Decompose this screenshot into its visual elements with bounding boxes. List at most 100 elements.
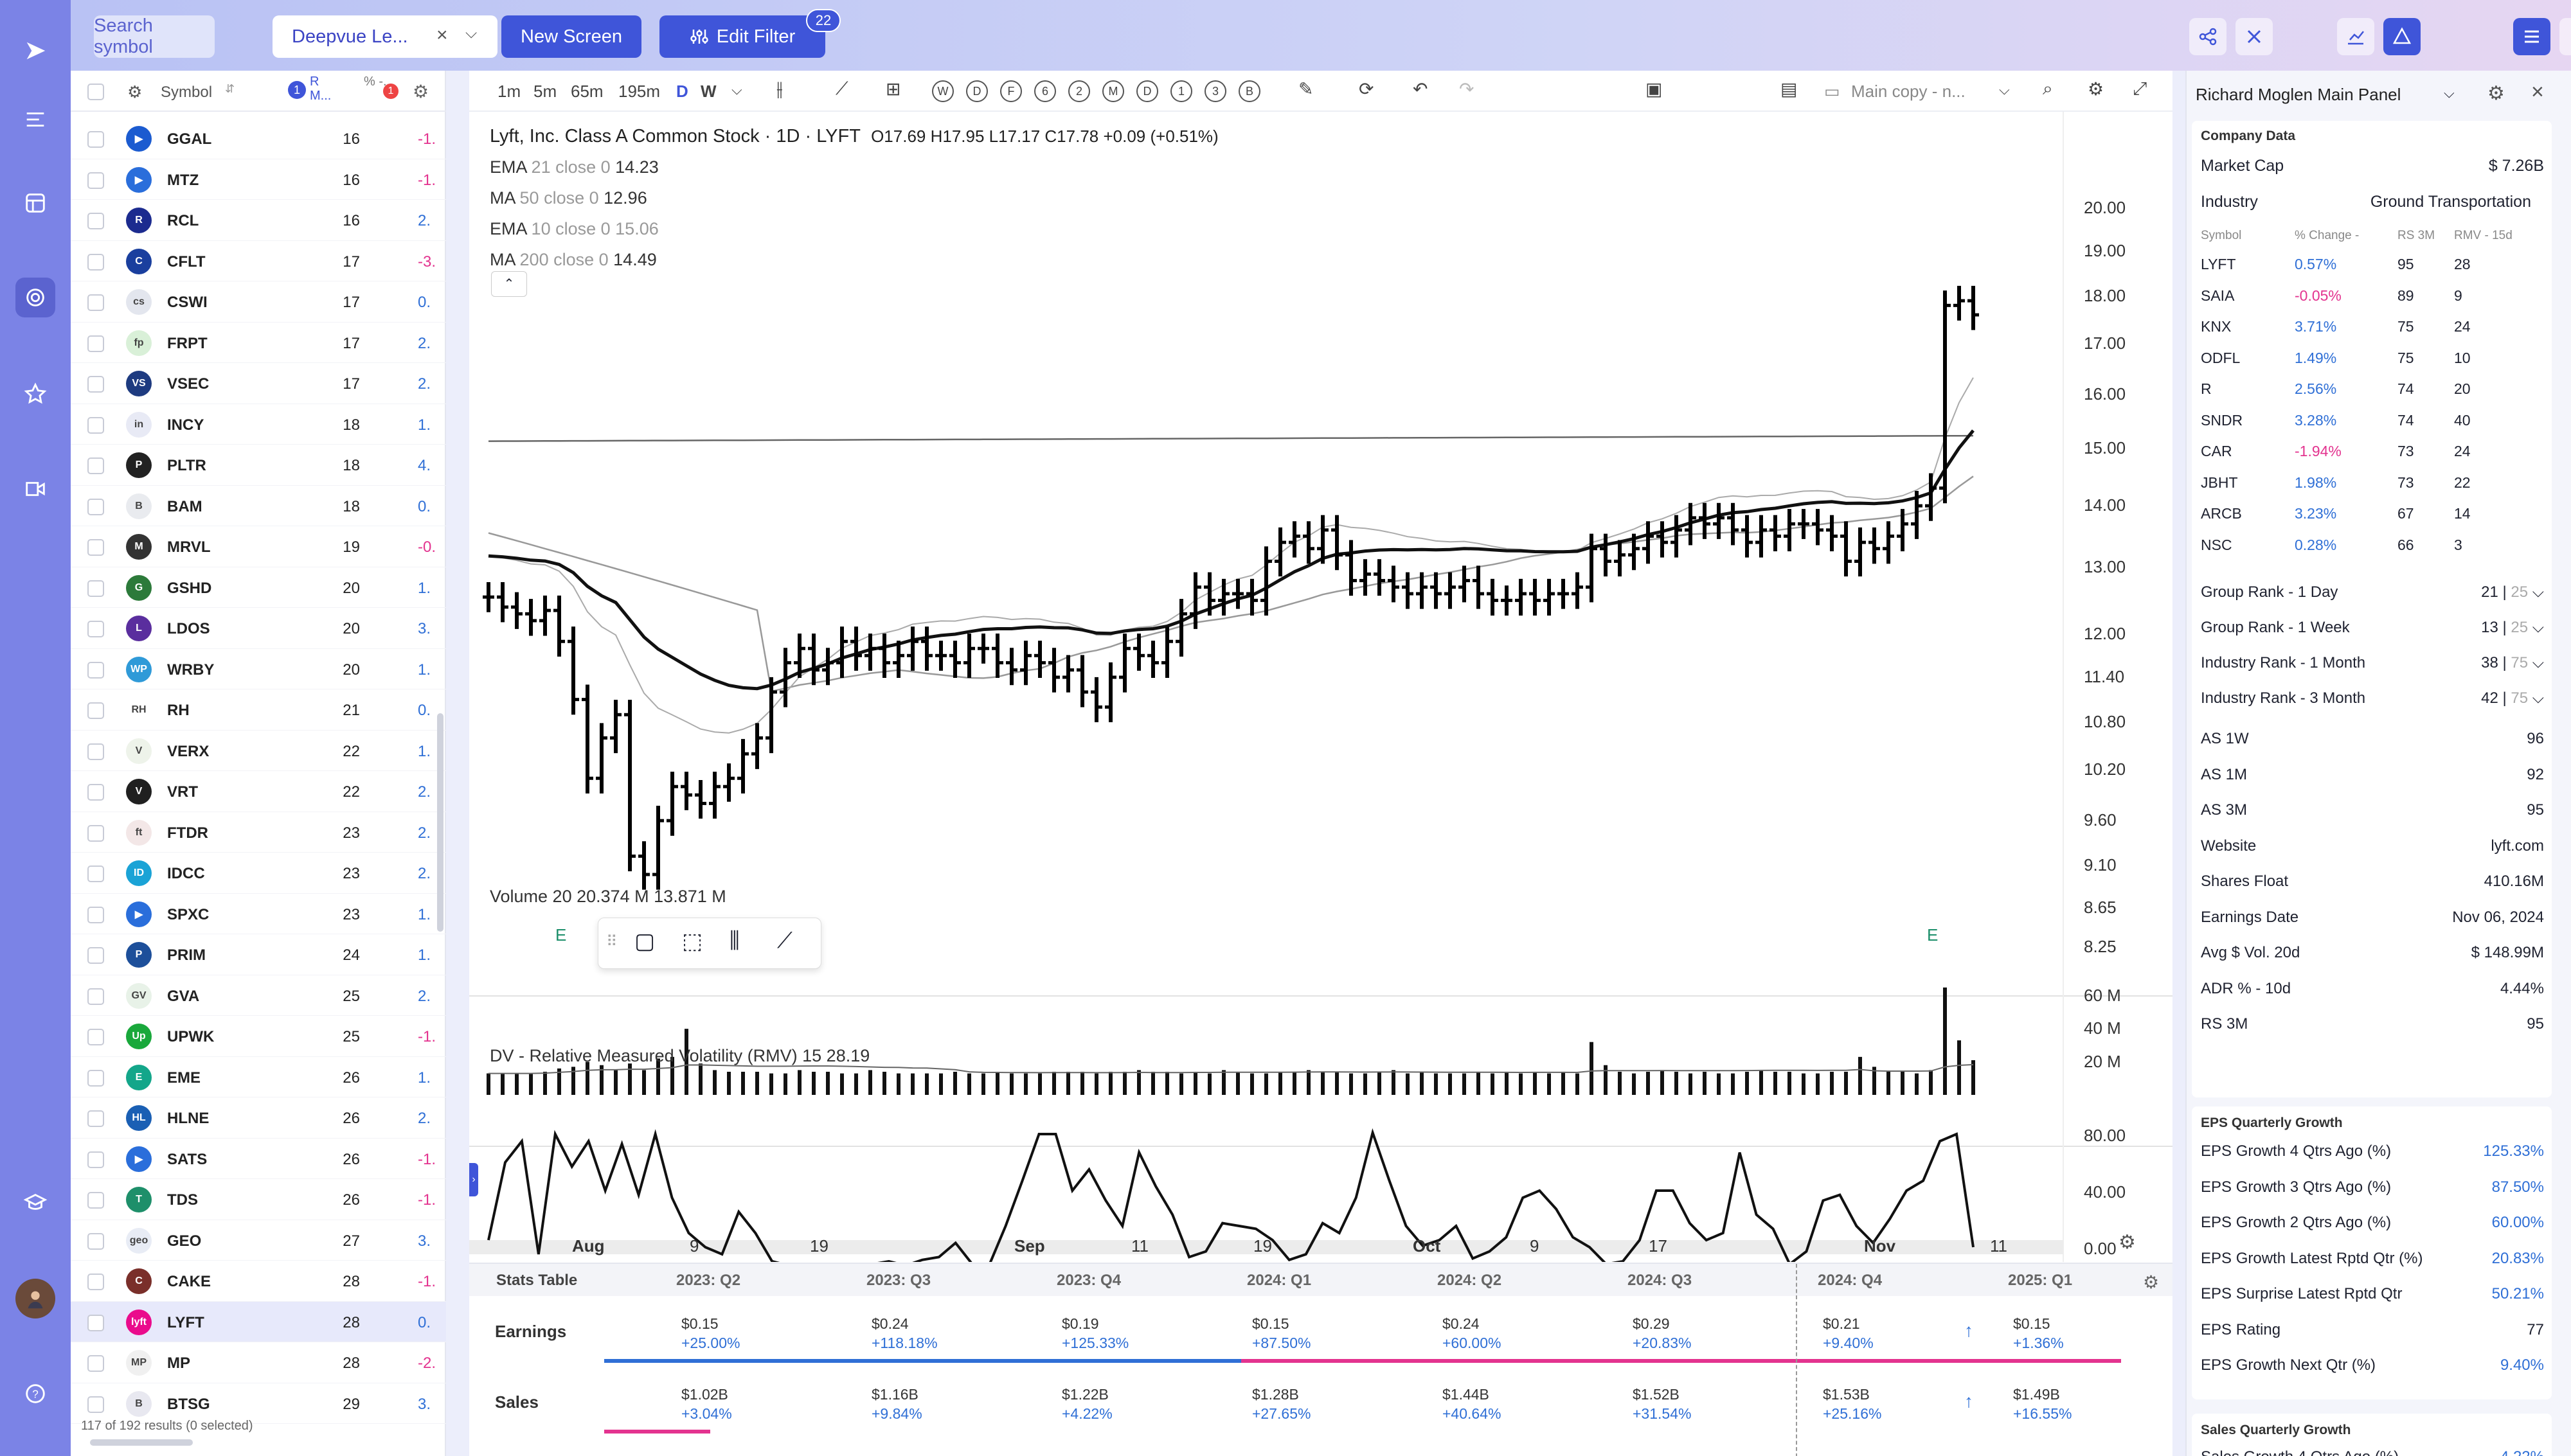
row-checkbox[interactable] xyxy=(87,661,104,679)
new-screen-button[interactable]: New Screen xyxy=(501,15,641,58)
interval-weekly[interactable]: W xyxy=(701,82,717,101)
interval-daily[interactable]: D xyxy=(676,82,688,101)
row-checkbox[interactable] xyxy=(87,1232,104,1250)
quick-letter-button[interactable]: D xyxy=(1136,80,1158,102)
rank-row[interactable]: Industry Rank - 3 Month 42 | 75 ⌵ xyxy=(2201,689,2544,707)
quick-letter-button[interactable]: 2 xyxy=(1068,80,1090,102)
quick-letter-button[interactable]: B xyxy=(1239,80,1260,102)
edit-filter-button[interactable]: Edit Filter xyxy=(659,15,825,58)
chevron-down-icon[interactable]: ⌵ xyxy=(465,24,478,42)
indicator-legend-item[interactable]: EMA 21 close 0 14.23 xyxy=(490,152,1219,182)
list-horizontal-scrollbar[interactable] xyxy=(90,1439,193,1446)
industry-column-header[interactable]: RS 3M xyxy=(2397,229,2435,242)
panel-dropdown-icon[interactable]: ⌵ xyxy=(2444,85,2455,101)
stat-row[interactable]: Website lyft.com xyxy=(2201,837,2544,855)
list-item[interactable]: T TDS 26 -1. xyxy=(71,1179,446,1220)
drag-handle-icon[interactable]: ⠿ xyxy=(606,933,618,950)
list-item[interactable]: cs CSWI 17 0. xyxy=(71,281,446,323)
industry-column-header[interactable]: RMV - 15d xyxy=(2454,229,2513,242)
chart-settings-icon[interactable]: ⚙ xyxy=(2088,79,2104,99)
row-checkbox[interactable] xyxy=(87,253,104,271)
quick-letter-button[interactable]: 1 xyxy=(1170,80,1192,102)
peer-symbol[interactable]: SAIA xyxy=(2201,287,2235,304)
close-icon[interactable]: × xyxy=(436,24,448,46)
rank-row[interactable]: Group Rank - 1 Day 21 | 25 ⌵ xyxy=(2201,583,2544,601)
refresh-icon[interactable]: ⟳ xyxy=(1359,79,1374,99)
list-item[interactable]: P PRIM 24 1. xyxy=(71,934,446,975)
list-item[interactable]: B BTSG 29 3. xyxy=(71,1383,446,1424)
row-checkbox[interactable] xyxy=(87,1069,104,1087)
rank-row[interactable]: Industry Rank - 1 Month 38 | 75 ⌵ xyxy=(2201,654,2544,672)
x-twitter-icon[interactable] xyxy=(2235,18,2273,55)
list-item[interactable]: in INCY 18 1. xyxy=(71,404,446,445)
undo-icon[interactable]: ↶ xyxy=(1413,79,1428,99)
list-item[interactable]: V VERX 22 1. xyxy=(71,731,446,771)
row-checkbox[interactable] xyxy=(87,416,104,434)
peer-symbol[interactable]: KNX xyxy=(2201,318,2232,335)
column-rs-header[interactable]: R M... xyxy=(310,75,332,103)
column-settings-icon[interactable]: ⚙ xyxy=(413,82,429,102)
row-checkbox[interactable] xyxy=(87,457,104,474)
star-icon[interactable] xyxy=(15,374,55,414)
collapse-legend-button[interactable]: ⌃ xyxy=(491,271,527,297)
interval-65m[interactable]: 65m xyxy=(571,82,604,101)
rectangle-icon[interactable]: ⬚ xyxy=(682,929,703,954)
list-item[interactable]: V VRT 22 2. xyxy=(71,771,446,812)
peer-symbol[interactable]: JBHT xyxy=(2201,474,2238,491)
list-item[interactable]: VS VSEC 17 2. xyxy=(71,363,446,404)
calendar-icon[interactable]: ▣ xyxy=(1645,79,1663,99)
row-checkbox[interactable] xyxy=(87,784,104,801)
row-checkbox[interactable] xyxy=(87,1355,104,1372)
quick-letter-button[interactable]: W xyxy=(932,80,954,102)
quick-letter-button[interactable]: M xyxy=(1102,80,1124,102)
grid-view-icon[interactable] xyxy=(2559,18,2571,55)
row-checkbox[interactable] xyxy=(87,498,104,515)
row-checkbox[interactable] xyxy=(87,1274,104,1290)
redo-icon[interactable]: ↷ xyxy=(1459,79,1474,99)
row-checkbox[interactable] xyxy=(87,172,104,189)
education-icon[interactable] xyxy=(15,1182,55,1222)
interval-5m[interactable]: 5m xyxy=(533,82,557,101)
share-icon[interactable] xyxy=(2189,18,2226,55)
rank-row[interactable]: Group Rank - 1 Week 13 | 25 ⌵ xyxy=(2201,619,2544,637)
row-checkbox[interactable] xyxy=(87,866,104,882)
row-checkbox[interactable] xyxy=(87,621,104,637)
peer-symbol[interactable]: ODFL xyxy=(2201,349,2241,366)
quick-letter-button[interactable]: F xyxy=(1000,80,1022,102)
chart-view-icon[interactable] xyxy=(2337,18,2374,55)
panel-title[interactable]: Richard Moglen Main Panel xyxy=(2196,85,2401,104)
list-item[interactable]: R RCL 16 2. xyxy=(71,200,446,241)
fullscreen-icon[interactable]: ⤢ xyxy=(2133,78,2147,98)
templates-icon[interactable]: ⊞ xyxy=(886,79,901,99)
layout-panel-icon[interactable]: ▤ xyxy=(1780,79,1798,99)
panel-close-icon[interactable]: × xyxy=(2531,80,2544,104)
indicator-legend-item[interactable]: MA 200 close 0 14.49 xyxy=(490,244,1219,275)
list-item[interactable]: GV GVA 25 2. xyxy=(71,975,446,1016)
comment-icon[interactable]: ▢ xyxy=(634,929,656,954)
list-scrollbar[interactable] xyxy=(437,713,443,932)
layout-icon[interactable] xyxy=(15,183,55,223)
folder-icon[interactable]: ▭ xyxy=(1824,82,1840,101)
list-item[interactable]: MP MP 28 -2. xyxy=(71,1342,446,1383)
interval-195m[interactable]: 195m xyxy=(618,82,661,101)
peer-symbol[interactable]: SNDR xyxy=(2201,411,2243,429)
list-item[interactable]: M MRVL 19 -0. xyxy=(71,526,446,567)
list-item[interactable]: ▶ SATS 26 -1. xyxy=(71,1139,446,1179)
list-item[interactable]: geo GEO 27 3. xyxy=(71,1220,446,1261)
list-item[interactable]: fp FRPT 17 2. xyxy=(71,323,446,363)
indicator-legend-item[interactable]: MA 50 close 0 12.96 xyxy=(490,182,1219,213)
row-checkbox[interactable] xyxy=(87,906,104,923)
peer-symbol[interactable]: R xyxy=(2201,380,2212,397)
list-item[interactable]: WP WRBY 20 1. xyxy=(71,649,446,689)
panel-settings-icon[interactable]: ⚙ xyxy=(2487,83,2505,104)
sort-icon[interactable]: ⇵ xyxy=(225,82,235,95)
row-checkbox[interactable] xyxy=(87,1029,104,1045)
list-item[interactable]: P PLTR 18 4. xyxy=(71,445,446,486)
list-item[interactable]: B BAM 18 0. xyxy=(71,486,446,526)
stats-settings-icon[interactable]: ⚙ xyxy=(2143,1272,2160,1292)
row-checkbox[interactable] xyxy=(87,213,104,229)
row-checkbox[interactable] xyxy=(87,1110,104,1127)
tools-icon[interactable] xyxy=(2383,18,2421,55)
bar-style-icon[interactable]: ⫲ xyxy=(776,78,783,100)
